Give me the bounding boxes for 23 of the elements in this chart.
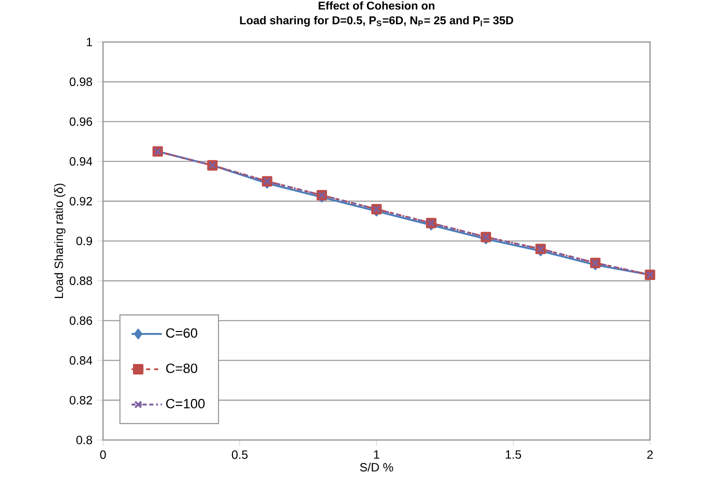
chart-subtitle: Load sharing for D=0.5, P$_{S}$=6D, N$_{P}$= 25 and P$_{l}$= 35D [240,16,514,27]
y-axis-title: Load Sharing ratio (δ) [54,184,66,298]
y-tick-label: 0.9 [76,236,92,246]
y-tick-label: 0.92 [70,196,92,206]
y-tick-label: 0.84 [70,356,92,365]
y-tick-label: 0.82 [70,396,92,404]
y-tick-label: 0.98 [70,78,92,86]
y-tick-label: 0.96 [70,117,92,126]
y-tick-label: 0.88 [70,276,92,286]
x-tick-label: 0 [100,450,106,459]
x-axis-title: S/D % [360,462,394,472]
y-tick-label: 0.8 [76,436,92,444]
y-tick-label: 0.94 [70,157,92,166]
legend-label: C=60 [166,328,198,338]
legend-label: C=80 [166,364,198,374]
x-tick-label: 0.5 [232,450,248,459]
y-tick-label: 1 [86,38,92,46]
x-tick-label: 1 [374,450,380,459]
x-tick-label: 1.5 [506,450,522,459]
y-tick-label: 0.86 [70,316,92,325]
chart-title: Effect of Cohesion on [318,1,434,10]
x-tick-label: 2 [647,450,653,459]
legend-label: C=100 [166,398,205,408]
